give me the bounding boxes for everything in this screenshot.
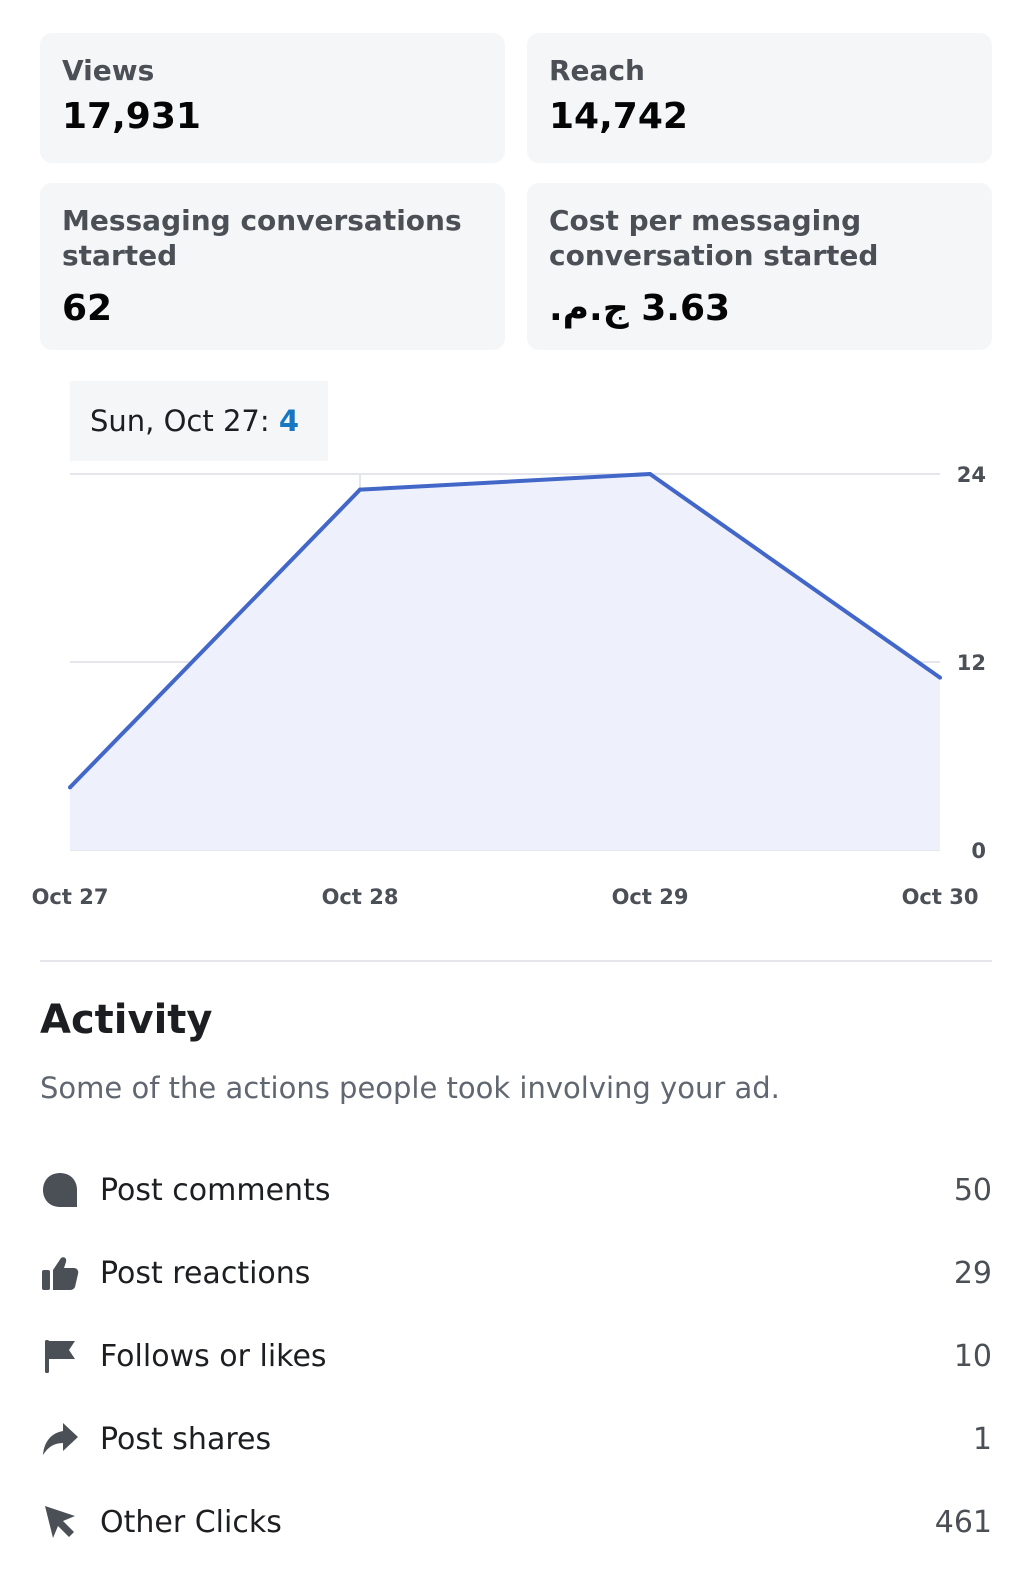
activity-value: 50 — [953, 1172, 992, 1208]
y-tick-label: 24 — [957, 463, 986, 487]
y-axis-ticks: 0 12 24 — [957, 463, 986, 863]
views-metric-card: Views 17,931 — [40, 33, 505, 163]
activity-subtitle: Some of the actions people took involvin… — [40, 1071, 780, 1105]
reach-metric-card: Reach 14,742 — [527, 33, 992, 163]
activity-label: Follows or likes — [100, 1338, 327, 1374]
activity-title: Activity — [40, 997, 213, 1043]
cost-metric-card: Cost per messaging conversation started … — [527, 183, 992, 350]
tooltip-value: 4 — [278, 404, 300, 438]
data-point-oct-30[interactable] — [938, 675, 942, 680]
data-point-oct-29[interactable] — [648, 472, 652, 476]
comment-icon — [40, 1170, 80, 1210]
activity-label: Post reactions — [100, 1255, 311, 1291]
data-point-oct-28[interactable] — [358, 487, 362, 492]
reach-label: Reach — [549, 54, 645, 87]
activity-row-post-reactions: Post reactions 29 — [40, 1243, 992, 1303]
views-label: Views — [62, 54, 155, 87]
cost-value: 3.63 ج.م. — [549, 288, 731, 329]
chart-series-line — [68, 472, 942, 789]
activity-value: 10 — [953, 1338, 992, 1374]
y-tick-label: 12 — [957, 651, 986, 675]
chart-points — [68, 472, 942, 790]
cost-label: Cost per messaging conversation started — [549, 204, 879, 272]
tooltip-date: Sun, Oct 27: — [90, 404, 279, 438]
activity-row-other-clicks: Other Clicks 461 — [40, 1492, 992, 1552]
messaging-line-chart[interactable]: 0 12 24 Oct 27 Oct 28 Oct 29 Oct 30 — [0, 460, 1024, 940]
activity-value: 29 — [953, 1255, 992, 1291]
flag-icon — [40, 1336, 80, 1376]
data-point-oct-27[interactable] — [68, 785, 72, 790]
chart-tooltip: Sun, Oct 27: 4 — [70, 381, 328, 461]
activity-row-follows-or-likes: Follows or likes 10 — [40, 1326, 992, 1386]
activity-row-post-comments: Post comments 50 — [40, 1160, 992, 1220]
share-arrow-icon — [40, 1419, 80, 1459]
messaging-label: Messaging conversations started — [62, 204, 462, 272]
activity-row-post-shares: Post shares 1 — [40, 1409, 992, 1469]
x-tick-label: Oct 30 — [902, 885, 979, 909]
x-tick-label: Oct 29 — [612, 885, 689, 909]
activity-label: Post shares — [100, 1421, 272, 1457]
reach-value: 14,742 — [549, 96, 688, 137]
activity-value: 1 — [972, 1421, 992, 1457]
activity-label: Other Clicks — [100, 1504, 282, 1540]
x-tick-label: Oct 27 — [32, 885, 109, 909]
thumbs-up-icon — [40, 1253, 80, 1293]
y-tick-label: 0 — [971, 839, 986, 863]
x-tick-label: Oct 28 — [322, 885, 399, 909]
chart-area-fill — [70, 474, 940, 850]
activity-value: 461 — [934, 1504, 992, 1540]
cursor-click-icon — [40, 1502, 80, 1542]
messaging-value: 62 — [62, 288, 113, 329]
x-axis-ticks: Oct 27 Oct 28 Oct 29 Oct 30 — [32, 885, 979, 909]
activity-label: Post comments — [100, 1172, 331, 1208]
section-divider — [40, 960, 992, 962]
views-value: 17,931 — [62, 96, 201, 137]
messaging-metric-card: Messaging conversations started 62 — [40, 183, 505, 350]
